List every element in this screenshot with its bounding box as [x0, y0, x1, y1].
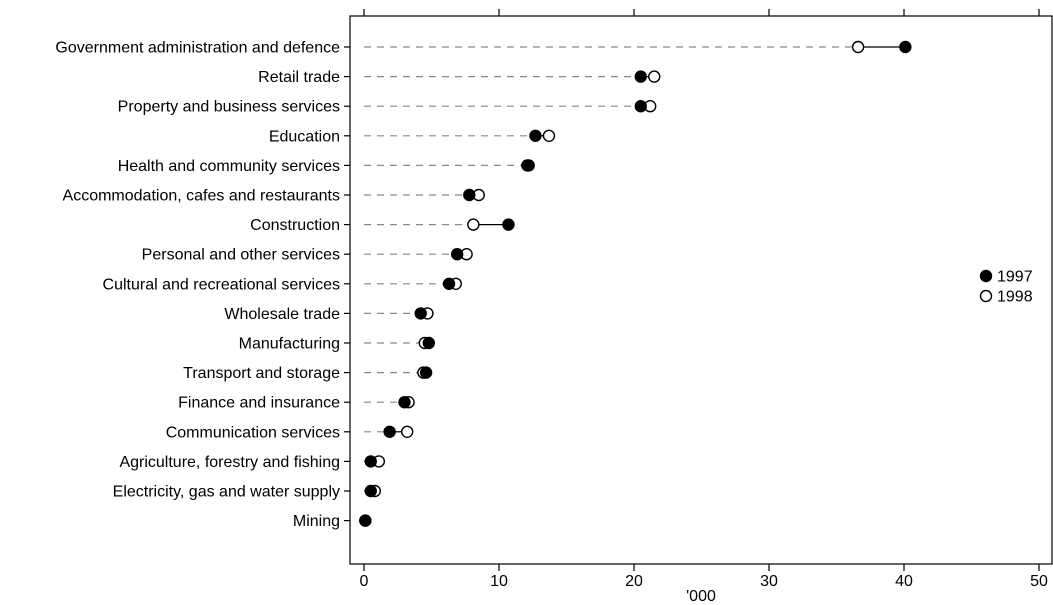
category-label: Cultural and recreational services: [103, 276, 340, 293]
point-1997: [359, 514, 372, 527]
category-label: Communication services: [166, 424, 340, 441]
category-label: Personal and other services: [142, 247, 340, 264]
category-label: Electricity, gas and water supply: [113, 484, 340, 501]
x-tick-label: 20: [625, 573, 643, 590]
point-1997: [398, 396, 411, 409]
category-label: Wholesale trade: [224, 306, 340, 323]
data-points: [359, 40, 912, 527]
category-label: Health and community services: [118, 158, 340, 175]
legend-label-1997: 1997: [997, 269, 1033, 286]
point-1997: [521, 159, 534, 172]
point-1997: [383, 425, 396, 438]
point-1997: [529, 129, 542, 143]
plot-frame: [349, 15, 1053, 565]
point-1997: [422, 336, 435, 350]
point-1997: [899, 40, 912, 54]
point-1997: [419, 366, 433, 379]
category-label: Construction: [250, 217, 340, 234]
x-tick-label: 50: [1030, 573, 1048, 590]
point-1997: [364, 484, 377, 498]
point-1997: [364, 455, 377, 468]
point-1997: [502, 218, 515, 231]
x-tick-label: 40: [895, 573, 913, 590]
point-1998: [467, 218, 480, 231]
point-1998: [851, 40, 865, 54]
point-1997: [450, 247, 464, 261]
point-1997: [634, 99, 647, 113]
legend-marker-1998: [979, 289, 993, 303]
legend-label-1998: 1998: [997, 289, 1033, 306]
x-tick-label: 10: [490, 573, 508, 590]
category-label: Property and business services: [118, 99, 340, 116]
point-1997: [414, 307, 427, 320]
category-labels: Government administration and defence Ret…: [55, 40, 340, 531]
leader-lines: [364, 46, 853, 492]
point-1997: [463, 188, 476, 202]
category-label: Mining: [293, 513, 340, 530]
legend: 1997 1998: [979, 269, 1033, 306]
point-1998: [542, 129, 556, 143]
x-tick-label: 30: [760, 573, 778, 590]
point-1997: [634, 70, 647, 83]
x-tick-label: 0: [360, 573, 369, 590]
x-axis-label: '000: [686, 588, 716, 605]
category-label: Retail trade: [258, 69, 340, 86]
legend-marker-1997: [979, 269, 993, 283]
point-1998: [401, 425, 414, 438]
category-label: Finance and insurance: [178, 395, 340, 412]
category-label: Education: [269, 128, 340, 145]
point-1998: [648, 70, 661, 83]
point-1997: [442, 277, 456, 290]
category-label: Accommodation, cafes and restaurants: [63, 188, 340, 205]
category-label: Transport and storage: [183, 365, 340, 382]
x-axis-ticks: 0 10 20 30 40 50: [344, 9, 1048, 590]
category-label: Agriculture, forestry and fishing: [119, 454, 340, 471]
category-label: Manufacturing: [239, 336, 340, 353]
category-label: Government administration and defence: [55, 40, 340, 57]
